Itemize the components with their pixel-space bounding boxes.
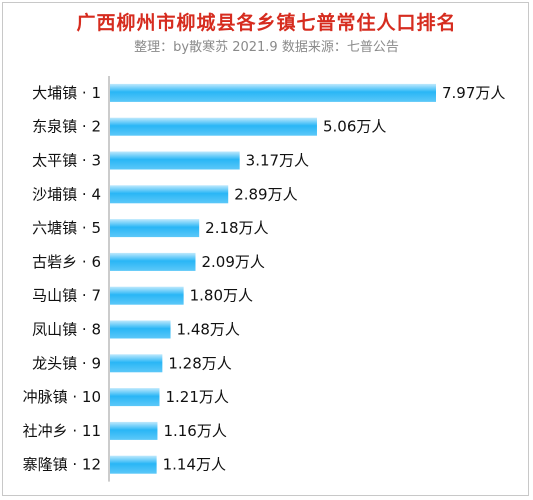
category-label: 沙埔镇 · 4 [32, 185, 101, 203]
category-label: 龙头镇 · 9 [32, 354, 101, 372]
category-label: 东泉镇 · 2 [32, 118, 101, 136]
value-label: 2.09万人 [201, 253, 264, 271]
value-label: 1.28万人 [168, 354, 231, 372]
value-label: 1.21万人 [165, 388, 228, 406]
chart-title: 广西柳州市柳城县各乡镇七普常住人口排名 [76, 12, 457, 34]
value-label: 1.48万人 [177, 321, 240, 339]
bar [110, 421, 158, 440]
category-label: 冲脉镇 · 10 [23, 388, 101, 406]
bar [110, 83, 436, 102]
value-label: 1.80万人 [190, 287, 253, 305]
value-label: 2.18万人 [205, 219, 268, 237]
chart-subtitle: 整理：by散寒苏 2021.9 数据来源：七普公告 [134, 40, 399, 55]
value-label: 2.89万人 [234, 185, 297, 203]
category-label: 马山镇 · 7 [32, 287, 101, 305]
value-label: 1.14万人 [163, 456, 226, 474]
bar [110, 455, 157, 474]
bar [110, 185, 229, 204]
bar [110, 252, 196, 271]
category-label: 社冲乡 · 11 [23, 422, 101, 440]
bar [110, 286, 184, 305]
category-label: 寨隆镇 · 12 [23, 456, 101, 474]
bar [110, 151, 240, 170]
category-label: 大埔镇 · 1 [32, 84, 101, 102]
bar [110, 354, 163, 373]
category-label: 古砦乡 · 6 [32, 253, 101, 271]
category-label: 太平镇 · 3 [32, 152, 101, 170]
bar [110, 320, 171, 339]
value-label: 5.06万人 [323, 118, 386, 136]
value-label: 7.97万人 [442, 84, 505, 102]
bar [110, 117, 317, 136]
chart-frame [2, 2, 529, 496]
value-label: 3.17万人 [246, 152, 309, 170]
bar [110, 219, 200, 238]
bar [110, 388, 160, 407]
category-label: 六塘镇 · 5 [32, 219, 101, 237]
category-label: 凤山镇 · 8 [32, 321, 101, 339]
value-label: 1.16万人 [163, 422, 226, 440]
